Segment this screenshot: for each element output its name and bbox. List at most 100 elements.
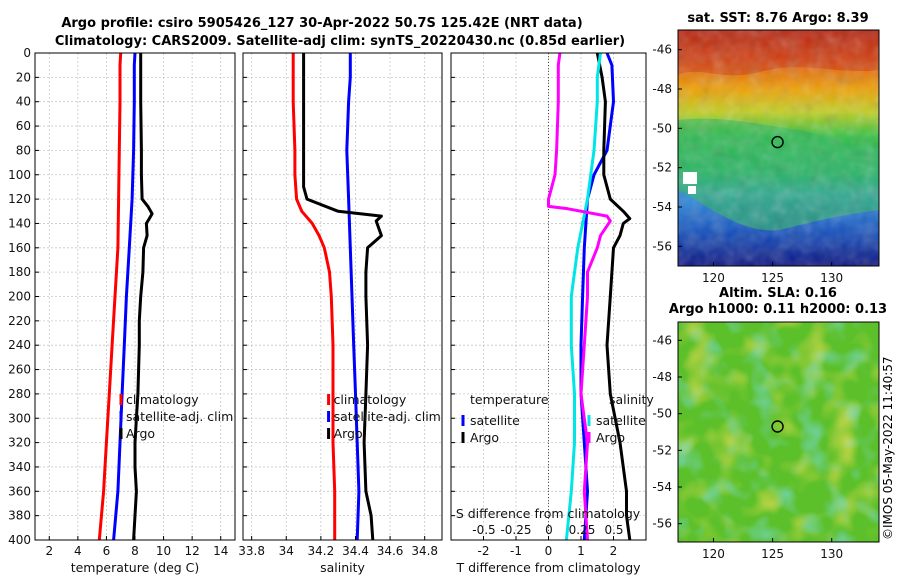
x-tick-label: 12 bbox=[185, 544, 200, 558]
y-tick-label: 160 bbox=[8, 241, 31, 255]
y-tick-label: 20 bbox=[16, 70, 31, 84]
y-tick-label: 120 bbox=[8, 192, 31, 206]
map-y-tick-label: -50 bbox=[652, 121, 672, 135]
x-axis-label: T difference from climatology bbox=[455, 560, 641, 575]
x-tick-label: 34 bbox=[279, 544, 294, 558]
x-tick-label: 34.4 bbox=[342, 544, 369, 558]
x-tick-label: 14 bbox=[213, 544, 228, 558]
sla-map-panel: Altim. SLA: 0.16 Argo h1000: 0.11 h2000:… bbox=[652, 286, 887, 561]
x-tick-label: 2 bbox=[45, 544, 53, 558]
map-y-tick-label: -54 bbox=[652, 200, 672, 214]
sla-argo-marker bbox=[771, 420, 784, 433]
map-y-tick-label: -46 bbox=[652, 333, 672, 347]
y-tick-label: 280 bbox=[8, 387, 31, 401]
x-tick-label: 2 bbox=[610, 544, 618, 558]
series-line-2 bbox=[132, 53, 154, 541]
legend-label: Argo bbox=[126, 426, 155, 441]
x-tick-label: 34.2 bbox=[308, 544, 335, 558]
legend-title-temperature: temperature bbox=[470, 392, 549, 407]
y-tick-label: 40 bbox=[16, 95, 31, 109]
secondary-x-tick-label: -0.25 bbox=[500, 523, 531, 537]
y-tick-label: 180 bbox=[8, 265, 31, 279]
legend-label: satellite bbox=[596, 413, 646, 428]
map-x-tick-label: 130 bbox=[820, 547, 843, 561]
y-tick-label: 360 bbox=[8, 484, 31, 498]
y-tick-label: 200 bbox=[8, 290, 31, 304]
sla-map-axes: -46 -48 -50 -52 -54 -56 120 125 130 bbox=[652, 333, 843, 561]
sst-cloud-gap2 bbox=[688, 186, 696, 194]
y-tick-label: 0 bbox=[23, 46, 31, 60]
series-line-0 bbox=[291, 53, 337, 540]
x-tick-label: 1 bbox=[577, 544, 585, 558]
x-tick-label: 8 bbox=[131, 544, 139, 558]
series-line-1 bbox=[595, 52, 632, 541]
difference-panel: -2 -1 0 1 2 T difference from climatology temp… bbox=[450, 52, 654, 575]
map-y-tick-label: -48 bbox=[652, 370, 672, 384]
y-tick-label: 260 bbox=[8, 363, 31, 377]
legend-title-salinity: salinity bbox=[609, 392, 654, 407]
legend-label: Argo bbox=[334, 426, 363, 441]
x-tick-label: 6 bbox=[103, 544, 111, 558]
imos-timestamp: ©IMOS 05-May-2022 11:40:57 bbox=[881, 356, 895, 540]
legend-label: Argo bbox=[596, 430, 625, 445]
salinity-panel: 33.8 34 34.2 34.4 34.6 34.8 salinity climatolog… bbox=[238, 52, 443, 575]
sst-cloud-gap bbox=[683, 172, 697, 184]
secondary-x-tick-label: 0.25 bbox=[569, 523, 596, 537]
y-tick-label: 380 bbox=[8, 509, 31, 523]
secondary-x-tick-label: 0.5 bbox=[604, 523, 623, 537]
series-line-0 bbox=[97, 52, 123, 541]
series-line-2 bbox=[564, 52, 602, 541]
series-line-2 bbox=[302, 53, 383, 541]
legend-label: satellite bbox=[470, 413, 520, 428]
y-tick-label: 240 bbox=[8, 338, 31, 352]
sla-map-title-line1: Altim. SLA: 0.16 bbox=[719, 286, 837, 301]
map-y-tick-label: -56 bbox=[652, 239, 672, 253]
temperature-panel: 0 20 40 60 80 100 120 140 160 180 200 220 240 260 280 3… bbox=[8, 46, 236, 575]
map-y-tick-label: -48 bbox=[652, 82, 672, 96]
x-tick-label: 4 bbox=[74, 544, 82, 558]
series-line-0 bbox=[579, 52, 615, 541]
legend-label: satellite-adj. clim bbox=[126, 409, 233, 424]
x-tick-label: 0 bbox=[545, 544, 553, 558]
y-tick-label: 340 bbox=[8, 460, 31, 474]
map-x-tick-label: 120 bbox=[702, 547, 725, 561]
y-tick-label: 140 bbox=[8, 216, 31, 230]
map-y-tick-label: -46 bbox=[652, 43, 672, 57]
series-line-3 bbox=[547, 52, 612, 541]
sst-map-title: sat. SST: 8.76 Argo: 8.39 bbox=[687, 11, 868, 26]
x-tick-label: 34.8 bbox=[411, 544, 438, 558]
secondary-x-axis-label: S difference from climatology bbox=[456, 506, 641, 521]
map-y-tick-label: -54 bbox=[652, 480, 672, 494]
map-y-tick-label: -52 bbox=[652, 161, 672, 175]
map-y-tick-label: -50 bbox=[652, 407, 672, 421]
map-x-tick-label: 125 bbox=[761, 547, 784, 561]
x-axis-label: salinity bbox=[320, 560, 365, 575]
y-tick-label: 80 bbox=[16, 143, 31, 157]
figure-title-line1: Argo profile: csiro 5905426_127 30-Apr-2… bbox=[61, 16, 582, 31]
legend-label: Argo bbox=[470, 430, 499, 445]
y-tick-label: 400 bbox=[8, 533, 31, 547]
x-tick-label: 33.8 bbox=[238, 544, 265, 558]
sst-map-axes: -46 -48 -50 -52 -54 -56 120 125 130 bbox=[652, 43, 843, 285]
x-tick-label: 10 bbox=[156, 544, 171, 558]
secondary-x-tick-label: -0.5 bbox=[472, 523, 495, 537]
sst-map-panel: sat. SST: 8.76 Argo: 8.39 -46 -48 -50 -52 -5… bbox=[652, 11, 880, 285]
x-tick-label: 34.6 bbox=[377, 544, 404, 558]
y-tick-label: 100 bbox=[8, 168, 31, 182]
map-x-tick-label: 125 bbox=[761, 271, 784, 285]
x-tick-label: -1 bbox=[510, 544, 522, 558]
y-tick-label: 60 bbox=[16, 119, 31, 133]
map-y-tick-label: -52 bbox=[652, 443, 672, 457]
secondary-x-tick-label: 0 bbox=[545, 523, 553, 537]
legend-label: climatology bbox=[334, 392, 407, 407]
sla-map-title-line2: Argo h1000: 0.11 h2000: 0.13 bbox=[669, 302, 887, 317]
map-x-tick-label: 130 bbox=[820, 271, 843, 285]
series-line-1 bbox=[112, 52, 137, 541]
series-line-1 bbox=[345, 53, 361, 541]
y-tick-label: 300 bbox=[8, 411, 31, 425]
x-tick-label: -2 bbox=[478, 544, 490, 558]
y-tick-label: 320 bbox=[8, 436, 31, 450]
legend-label: satellite-adj. clim bbox=[334, 409, 441, 424]
x-axis-label: temperature (deg C) bbox=[71, 560, 200, 575]
